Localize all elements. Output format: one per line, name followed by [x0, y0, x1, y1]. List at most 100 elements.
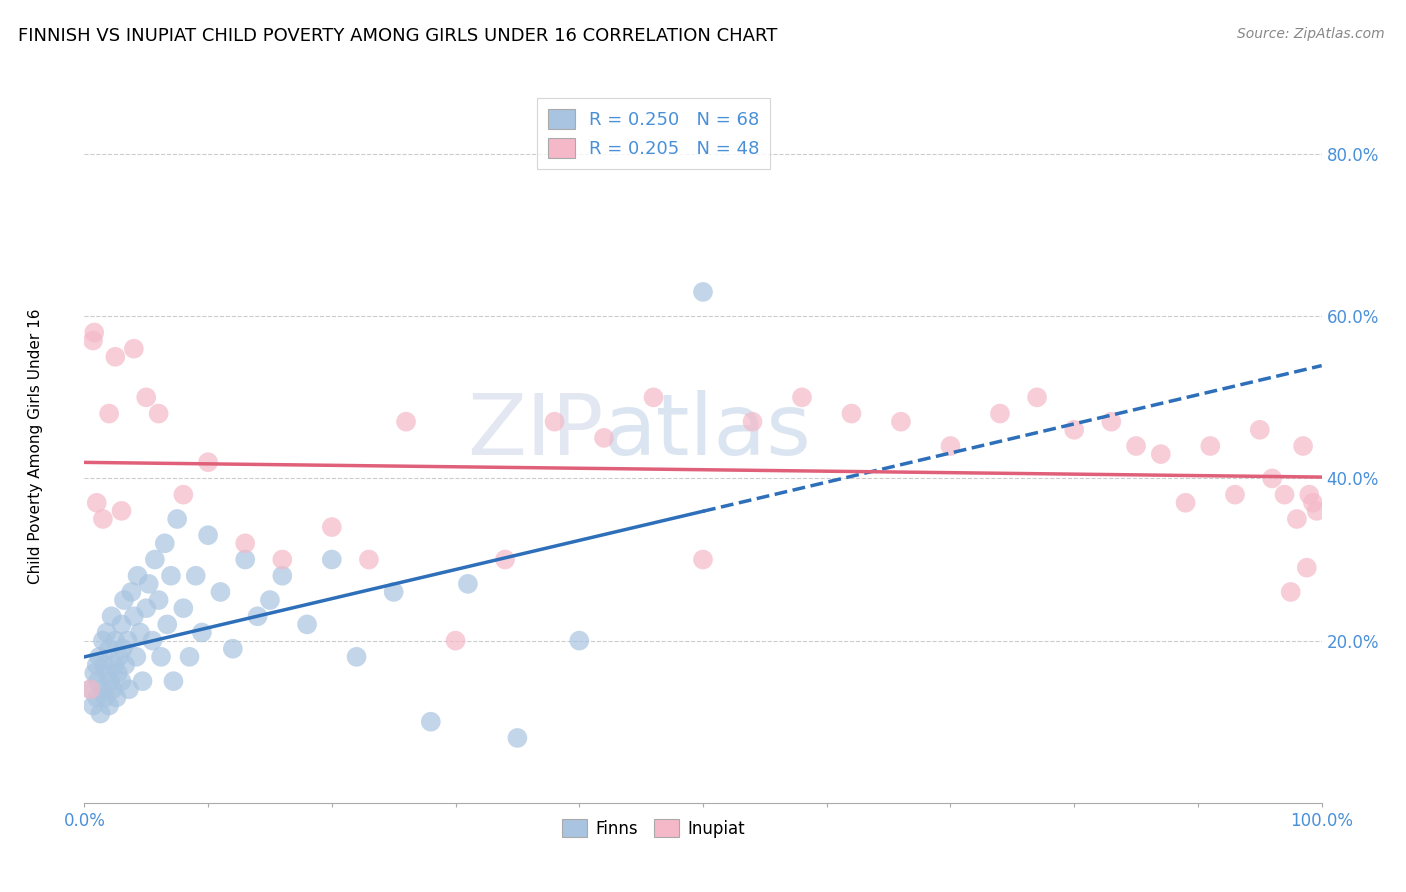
Point	[222, 641, 245, 656]
Point	[118, 682, 141, 697]
Point	[1274, 488, 1296, 502]
Point	[643, 390, 665, 404]
Point	[138, 577, 160, 591]
Point	[271, 552, 294, 566]
Point	[593, 431, 616, 445]
Point	[143, 552, 166, 566]
Point	[890, 415, 912, 429]
Point	[160, 568, 183, 582]
Point	[104, 633, 127, 648]
Point	[89, 649, 111, 664]
Point	[141, 633, 163, 648]
Point	[101, 682, 124, 697]
Text: FINNISH VS INUPIAT CHILD POVERTY AMONG GIRLS UNDER 16 CORRELATION CHART: FINNISH VS INUPIAT CHILD POVERTY AMONG G…	[18, 27, 778, 45]
Point	[457, 577, 479, 591]
Point	[166, 512, 188, 526]
Point	[184, 568, 207, 582]
Point	[79, 682, 101, 697]
Point	[89, 706, 111, 721]
Point	[135, 601, 157, 615]
Point	[91, 682, 114, 697]
Point	[1223, 488, 1246, 502]
Point	[1063, 423, 1085, 437]
Point	[1292, 439, 1315, 453]
Point	[543, 415, 565, 429]
Point	[129, 625, 152, 640]
Point	[1099, 415, 1122, 429]
Point	[148, 593, 170, 607]
Point	[271, 568, 294, 582]
Point	[108, 649, 131, 664]
Point	[111, 641, 134, 656]
Point	[841, 407, 863, 421]
Point	[156, 617, 179, 632]
Point	[1279, 585, 1302, 599]
Point	[1302, 496, 1324, 510]
Point	[1285, 512, 1308, 526]
Point	[939, 439, 962, 453]
Point	[233, 536, 256, 550]
Point	[82, 698, 104, 713]
Point	[96, 625, 118, 640]
Point	[135, 390, 157, 404]
Point	[83, 326, 105, 340]
Point	[568, 633, 591, 648]
Point	[172, 488, 194, 502]
Point	[150, 649, 173, 664]
Point	[444, 633, 467, 648]
Point	[82, 334, 104, 348]
Point	[233, 552, 256, 566]
Point	[105, 690, 128, 705]
Point	[148, 407, 170, 421]
Point	[1150, 447, 1173, 461]
Text: atlas: atlas	[605, 390, 813, 474]
Point	[1026, 390, 1049, 404]
Point	[107, 666, 129, 681]
Point	[395, 415, 418, 429]
Point	[110, 504, 132, 518]
Point	[1305, 504, 1327, 518]
Point	[259, 593, 281, 607]
Point	[1125, 439, 1147, 453]
Point	[122, 609, 145, 624]
Point	[1199, 439, 1222, 453]
Point	[191, 625, 214, 640]
Point	[1298, 488, 1320, 502]
Point	[114, 657, 136, 672]
Point	[97, 666, 120, 681]
Point	[197, 528, 219, 542]
Point	[382, 585, 405, 599]
Point	[120, 585, 142, 599]
Point	[122, 342, 145, 356]
Point	[295, 617, 318, 632]
Text: Child Poverty Among Girls Under 16: Child Poverty Among Girls Under 16	[28, 309, 42, 583]
Point	[91, 633, 114, 648]
Text: Source: ZipAtlas.com: Source: ZipAtlas.com	[1237, 27, 1385, 41]
Point	[172, 601, 194, 615]
Point	[246, 609, 269, 624]
Point	[494, 552, 516, 566]
Point	[419, 714, 441, 729]
Point	[209, 585, 232, 599]
Point	[1261, 471, 1284, 485]
Point	[86, 657, 108, 672]
Point	[790, 390, 813, 404]
Point	[321, 520, 343, 534]
Point	[110, 674, 132, 689]
Point	[692, 285, 714, 299]
Point	[104, 350, 127, 364]
Point	[153, 536, 176, 550]
Point	[988, 407, 1011, 421]
Point	[346, 649, 368, 664]
Point	[94, 690, 117, 705]
Point	[86, 690, 108, 705]
Point	[100, 609, 122, 624]
Point	[357, 552, 380, 566]
Point	[506, 731, 529, 745]
Point	[79, 682, 101, 697]
Text: ZIP: ZIP	[468, 390, 605, 474]
Point	[112, 593, 135, 607]
Point	[98, 407, 121, 421]
Point	[125, 649, 148, 664]
Point	[179, 649, 201, 664]
